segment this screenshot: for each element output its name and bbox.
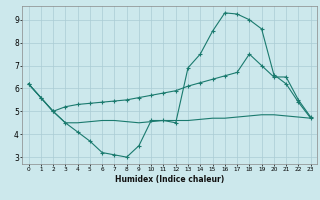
X-axis label: Humidex (Indice chaleur): Humidex (Indice chaleur) (115, 175, 224, 184)
